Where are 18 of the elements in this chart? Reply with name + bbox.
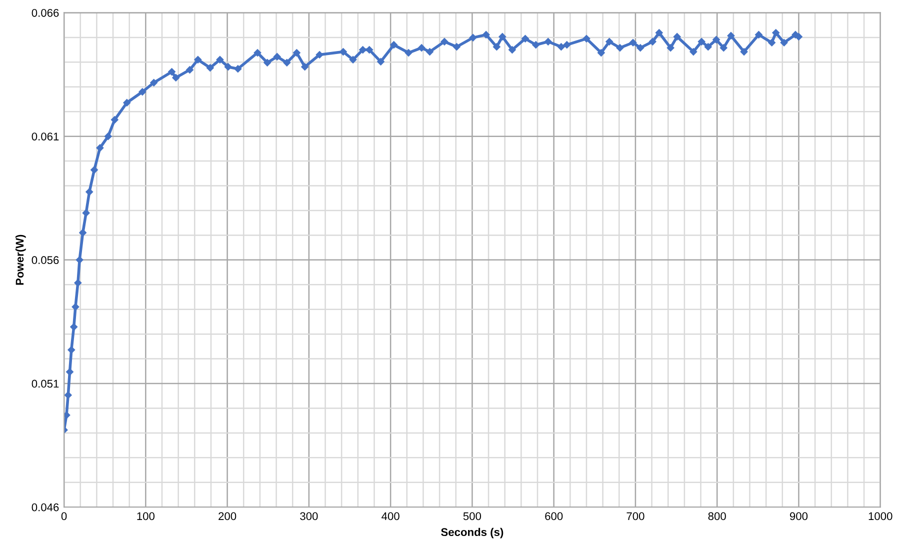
x-tick-label: 900 [790,512,808,520]
x-tick-label: 1000 [868,512,892,520]
x-tick-label: 200 [218,512,236,520]
x-tick-label: 100 [137,512,155,520]
x-axis-title: Seconds (s) [441,528,504,538]
y-axis-title: Power(W) [15,234,26,285]
y-tick-label: 0.046 [32,503,59,512]
y-tick-label: 0.061 [32,132,59,140]
x-tick-label: 700 [626,512,644,520]
x-tick-label: 800 [708,512,726,520]
x-tick-label: 500 [463,512,482,520]
x-tick-label: 0 [61,512,67,520]
y-tick-label: 0.056 [32,256,59,264]
x-tick-label: 300 [300,512,318,520]
x-tick-label: 400 [382,512,400,520]
y-tick-label: 0.051 [32,380,59,388]
y-tick-label: 0.066 [32,8,59,17]
x-tick-label: 600 [545,512,563,520]
